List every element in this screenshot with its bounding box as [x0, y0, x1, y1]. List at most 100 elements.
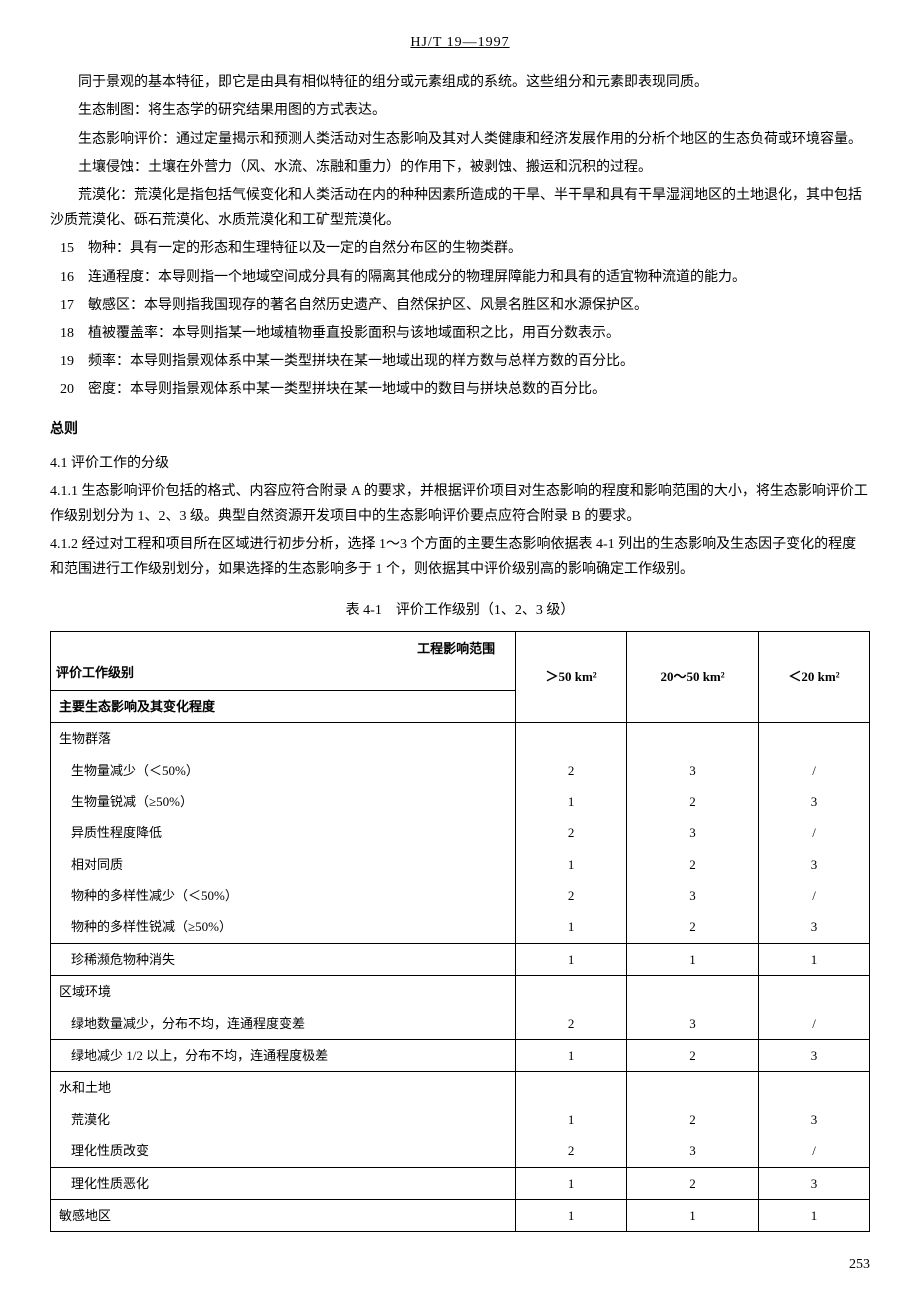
table-row: 异质性程度降低23/ — [51, 817, 870, 848]
definition-num: 15 — [60, 236, 88, 261]
table-cell: 3 — [627, 1008, 759, 1040]
table-cell: 2 — [516, 817, 627, 848]
group-label: 敏感地区 — [51, 1200, 516, 1232]
intro-p1: 同于景观的基本特征，即它是由具有相似特征的组分或元素组成的系统。这些组分和元素即… — [50, 70, 870, 95]
col-header-3: ＜20 km² — [759, 631, 870, 722]
table-cell: 3 — [627, 880, 759, 911]
table-cell: 1 — [516, 1040, 627, 1072]
section-4-1-1-text: 生态影响评价包括的格式、内容应符合附录 A 的要求，并根据评价项目对生态影响的程… — [50, 484, 868, 524]
table-cell: 2 — [516, 1008, 627, 1040]
table-cell — [759, 1072, 870, 1104]
table-cell: 3 — [759, 786, 870, 817]
row-label: 绿地减少 1/2 以上，分布不均，连通程度极差 — [51, 1040, 516, 1072]
section-4-title: 总则 — [50, 417, 870, 442]
row-label: 相对同质 — [51, 849, 516, 880]
table-cell: 2 — [627, 786, 759, 817]
table-row: 相对同质123 — [51, 849, 870, 880]
section-4-1-num: 4.1 — [50, 456, 68, 471]
table-row: 物种的多样性锐减（≥50%）123 — [51, 911, 870, 943]
table-cell: 2 — [627, 1104, 759, 1135]
row-label: 生物量锐减（≥50%） — [51, 786, 516, 817]
intro-p2: 生态制图：将生态学的研究结果用图的方式表达。 — [50, 98, 870, 123]
table-row: 理化性质恶化123 — [51, 1167, 870, 1199]
table-cell: 2 — [627, 849, 759, 880]
table-cell: 1 — [516, 911, 627, 943]
definition-text: 植被覆盖率：本导则指某一地域植物垂直投影面积与该地域面积之比，用百分数表示。 — [88, 326, 620, 341]
row-label: 绿地数量减少，分布不均，连通程度变差 — [51, 1008, 516, 1040]
section-4-1-2-num: 4.1.2 — [50, 537, 78, 552]
table-cell: 1 — [627, 1200, 759, 1232]
table-row: 绿地数量减少，分布不均，连通程度变差23/ — [51, 1008, 870, 1040]
definition-text: 连通程度：本导则指一个地域空间成分具有的隔离其他成分的物理屏障能力和具有的适宜物… — [88, 270, 746, 285]
definition-item: 16连通程度：本导则指一个地域空间成分具有的隔离其他成分的物理屏障能力和具有的适… — [60, 265, 870, 290]
table-cell: 1 — [759, 943, 870, 975]
table-cell — [516, 976, 627, 1008]
table-cell — [627, 976, 759, 1008]
definition-num: 18 — [60, 321, 88, 346]
intro-p4: 土壤侵蚀：土壤在外营力（风、水流、冻融和重力）的作用下，被剥蚀、搬运和沉积的过程… — [50, 155, 870, 180]
row-label: 理化性质改变 — [51, 1135, 516, 1167]
definition-item: 17敏感区：本导则指我国现存的著名自然历史遗产、自然保护区、风景名胜区和水源保护… — [60, 293, 870, 318]
group-label: 水和土地 — [51, 1072, 516, 1104]
table-row: 绿地减少 1/2 以上，分布不均，连通程度极差123 — [51, 1040, 870, 1072]
section-4-1-1: 4.1.1 生态影响评价包括的格式、内容应符合附录 A 的要求，并根据评价项目对… — [50, 479, 870, 529]
table-cell: 3 — [627, 817, 759, 848]
table-cell: / — [759, 1008, 870, 1040]
table-cell: / — [759, 817, 870, 848]
table-cell — [759, 976, 870, 1008]
table-cell — [516, 723, 627, 755]
table-cell: 2 — [516, 1135, 627, 1167]
table-cell: 1 — [627, 943, 759, 975]
table-cell: 3 — [759, 1167, 870, 1199]
definition-item: 15物种：具有一定的形态和生理特征以及一定的自然分布区的生物类群。 — [60, 236, 870, 261]
table-row: 物种的多样性减少（＜50%）23/ — [51, 880, 870, 911]
definition-num: 19 — [60, 349, 88, 374]
intro-p3: 生态影响评价：通过定量揭示和预测人类活动对生态影响及其对人类健康和经济发展作用的… — [50, 127, 870, 152]
table-cell: 1 — [516, 849, 627, 880]
table-cell: 3 — [627, 1135, 759, 1167]
row-label: 物种的多样性减少（＜50%） — [51, 880, 516, 911]
table-cell: 1 — [516, 1167, 627, 1199]
page-number: 253 — [50, 1252, 870, 1277]
table-row: 生物量减少（＜50%）23/ — [51, 755, 870, 786]
table-group-row: 生物群落 — [51, 723, 870, 755]
table-cell — [516, 1072, 627, 1104]
definition-item: 19频率：本导则指景观体系中某一类型拼块在某一地域出现的样方数与总样方数的百分比… — [60, 349, 870, 374]
table-row: 生物量锐减（≥50%）123 — [51, 786, 870, 817]
table-cell — [759, 723, 870, 755]
definition-item: 20密度：本导则指景观体系中某一类型拼块在某一地域中的数目与拼块总数的百分比。 — [60, 377, 870, 402]
table-cell: 3 — [759, 1040, 870, 1072]
row-label: 理化性质恶化 — [51, 1167, 516, 1199]
section-4-1-2-text: 经过对工程和项目所在区域进行初步分析，选择 1～3 个方面的主要生态影响依据表 … — [50, 537, 856, 577]
definition-num: 16 — [60, 265, 88, 290]
table-cell: 1 — [516, 943, 627, 975]
table-cell: 2 — [627, 1040, 759, 1072]
row-label: 珍稀濒危物种消失 — [51, 943, 516, 975]
evaluation-table: 工程影响范围 评价工作级别 ＞50 km² 20～50 km² ＜20 km² … — [50, 631, 870, 1233]
group-label: 生物群落 — [51, 723, 516, 755]
intro-p5: 荒漠化：荒漠化是指包括气候变化和人类活动在内的种种因素所造成的干旱、半干旱和具有… — [50, 183, 870, 233]
definition-item: 18植被覆盖率：本导则指某一地域植物垂直投影面积与该地域面积之比，用百分数表示。 — [60, 321, 870, 346]
section-4-1-title: 评价工作的分级 — [71, 456, 169, 471]
row-label: 异质性程度降低 — [51, 817, 516, 848]
table-cell: 1 — [516, 786, 627, 817]
row-label: 物种的多样性锐减（≥50%） — [51, 911, 516, 943]
table-cell — [627, 723, 759, 755]
row-subtitle: 主要生态影响及其变化程度 — [51, 690, 516, 722]
row-label: 荒漠化 — [51, 1104, 516, 1135]
section-4-1-1-num: 4.1.1 — [50, 484, 78, 499]
definition-text: 频率：本导则指景观体系中某一类型拼块在某一地域出现的样方数与总样方数的百分比。 — [88, 354, 634, 369]
table-cell: 3 — [759, 849, 870, 880]
table-cell — [627, 1072, 759, 1104]
table-row: 荒漠化123 — [51, 1104, 870, 1135]
table-row: 珍稀濒危物种消失111 — [51, 943, 870, 975]
table-cell: 1 — [759, 1200, 870, 1232]
row-label: 生物量减少（＜50%） — [51, 755, 516, 786]
table-row: 理化性质改变23/ — [51, 1135, 870, 1167]
definition-text: 敏感区：本导则指我国现存的著名自然历史遗产、自然保护区、风景名胜区和水源保护区。 — [88, 298, 648, 313]
table-row: 敏感地区111 — [51, 1200, 870, 1232]
table-cell: 3 — [759, 1104, 870, 1135]
definition-num: 20 — [60, 377, 88, 402]
diag-bottom-label: 评价工作级别 — [56, 661, 134, 684]
doc-code: HJ/T 19—1997 — [50, 30, 870, 55]
